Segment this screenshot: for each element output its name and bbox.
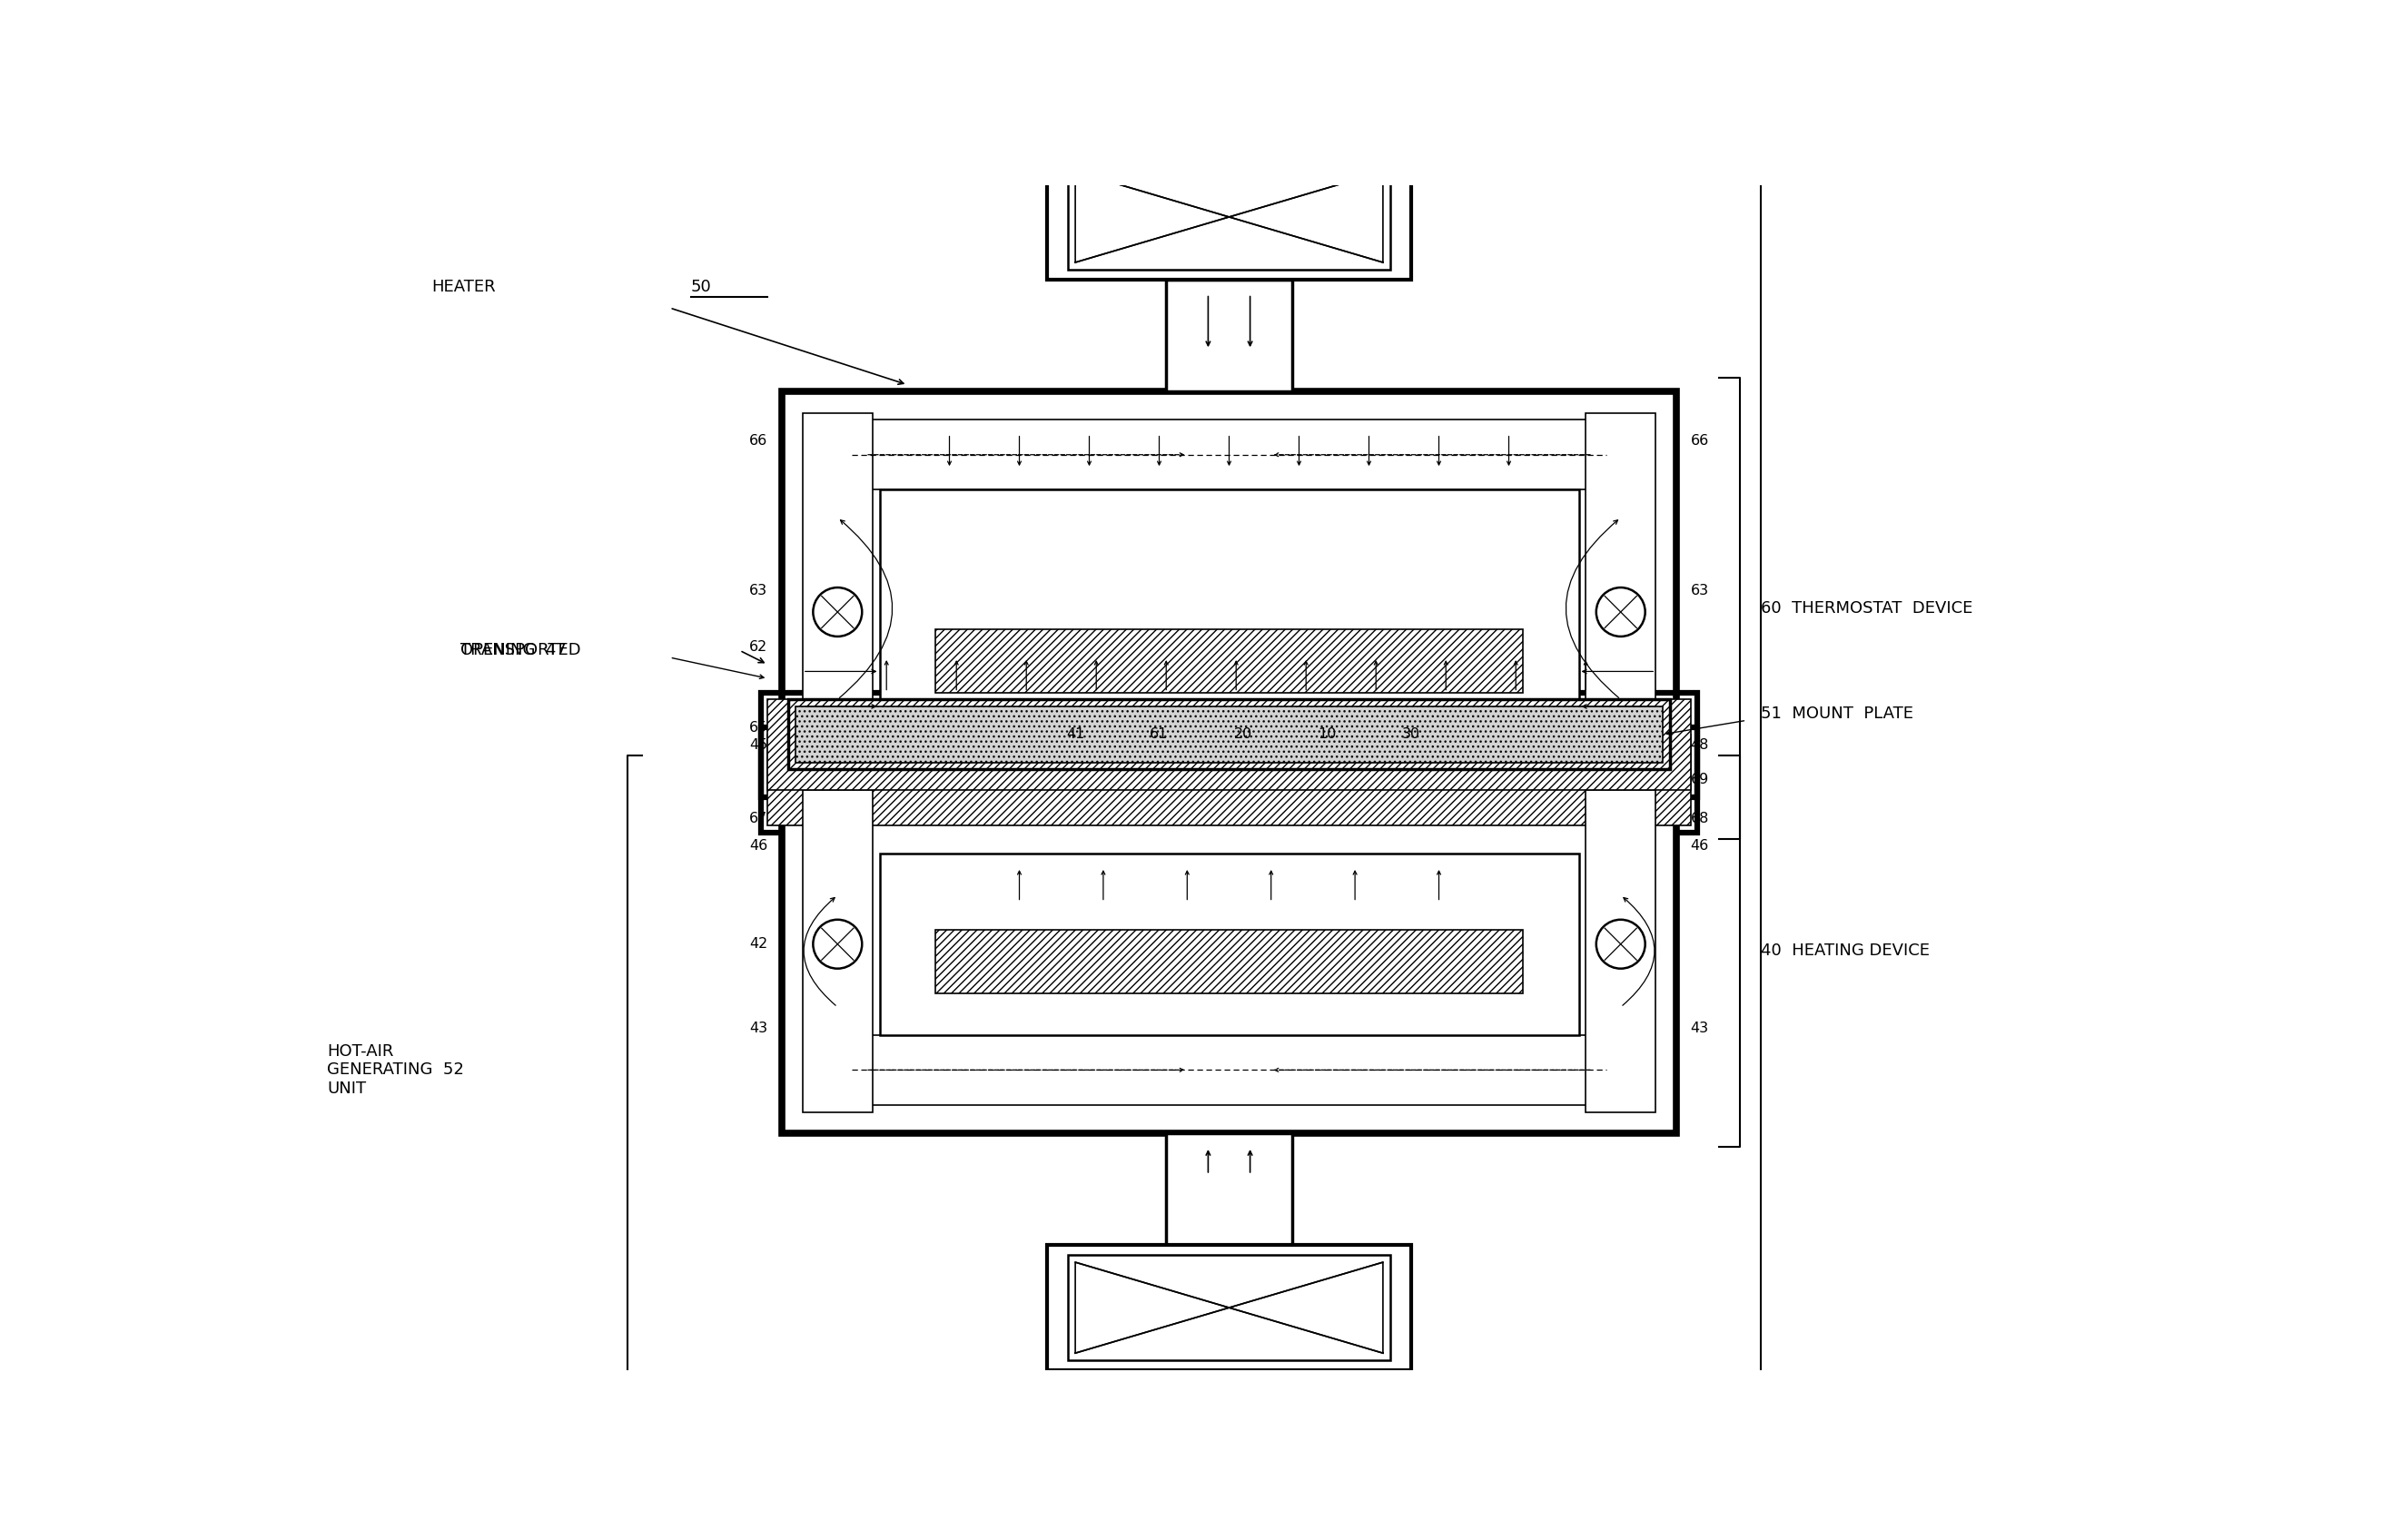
Text: 30: 30 (1402, 727, 1419, 741)
Text: 67: 67 (749, 812, 768, 825)
Text: 20: 20 (1234, 727, 1253, 741)
Text: 41: 41 (1066, 727, 1085, 741)
Text: 61: 61 (1150, 727, 1169, 741)
Text: 40  HEATING DEVICE: 40 HEATING DEVICE (1760, 942, 1930, 959)
Text: 43: 43 (749, 1021, 768, 1035)
Bar (1585, 413, 1657, 735)
Bar (1167, 1133, 1292, 1244)
Bar (795, 707, 1661, 762)
Text: 10: 10 (1318, 727, 1337, 741)
Text: 46: 46 (749, 839, 768, 853)
Text: 69: 69 (1690, 773, 1710, 787)
Text: 68: 68 (1690, 812, 1710, 825)
Text: 66: 66 (1690, 434, 1710, 448)
Text: 51  MOUNT  PLATE: 51 MOUNT PLATE (1760, 705, 1914, 722)
Bar (1167, 42, 1292, 154)
Bar (852, 420, 1606, 490)
Polygon shape (1076, 171, 1229, 262)
Bar (761, 693, 1698, 798)
Text: 63: 63 (749, 584, 768, 598)
Text: 45: 45 (749, 738, 768, 752)
Text: 65: 65 (749, 721, 768, 735)
Bar (802, 413, 872, 735)
Text: TRANSPORTED: TRANSPORTED (461, 642, 581, 659)
Bar (936, 630, 1522, 693)
Bar (1167, 280, 1292, 391)
Bar (1102, 1483, 1354, 1540)
Text: OPENING  47: OPENING 47 (461, 642, 567, 659)
Text: 60  THERMOSTAT  DEVICE: 60 THERMOSTAT DEVICE (1760, 601, 1974, 616)
Bar (879, 490, 1580, 735)
Polygon shape (1229, 171, 1383, 262)
Bar (768, 735, 1690, 825)
Text: 42: 42 (749, 938, 768, 950)
Bar (1047, 1244, 1412, 1371)
Bar (768, 699, 1690, 790)
Text: 46: 46 (1690, 839, 1710, 853)
Bar (788, 699, 1669, 770)
Text: 66: 66 (749, 434, 768, 448)
Bar (1047, 154, 1412, 280)
Bar (783, 391, 1676, 755)
Text: 43: 43 (1690, 1021, 1710, 1035)
Bar (1068, 165, 1390, 270)
Circle shape (1597, 588, 1645, 636)
Text: 50: 50 (691, 279, 711, 296)
Bar (1585, 790, 1657, 1112)
Text: 62: 62 (749, 641, 768, 654)
Polygon shape (1076, 1263, 1229, 1354)
Circle shape (1597, 919, 1645, 969)
Bar (761, 727, 1698, 832)
Text: 48: 48 (1690, 738, 1710, 752)
Bar (1102, 0, 1354, 42)
Bar (879, 853, 1580, 1035)
Bar (936, 930, 1522, 993)
Circle shape (814, 588, 862, 636)
Bar (802, 790, 872, 1112)
Bar (852, 1035, 1606, 1104)
Text: 63: 63 (1690, 584, 1710, 598)
Bar (783, 770, 1676, 1133)
Bar (1068, 1255, 1390, 1360)
Text: HEATER: HEATER (432, 279, 497, 296)
Circle shape (814, 919, 862, 969)
Bar (1167, 1371, 1292, 1483)
Text: HOT-AIR
GENERATING  52
UNIT: HOT-AIR GENERATING 52 UNIT (327, 1043, 463, 1096)
Polygon shape (1229, 1263, 1383, 1354)
